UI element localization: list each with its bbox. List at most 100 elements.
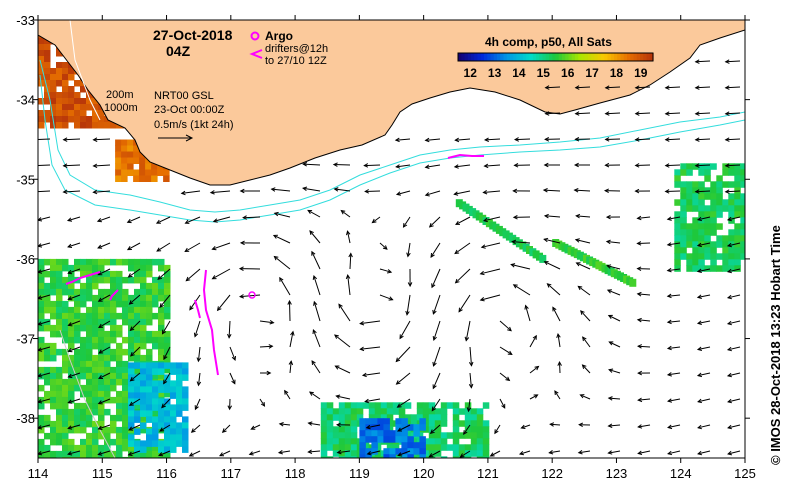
- current-vector: [636, 291, 651, 297]
- current-vector: [726, 242, 741, 248]
- current-vector: [637, 424, 651, 429]
- current-vector: [307, 209, 321, 218]
- current-vector: [128, 398, 141, 406]
- current-vector: [159, 424, 171, 432]
- current-vector: [371, 216, 381, 224]
- current-vector: [348, 252, 353, 270]
- current-vector: [483, 137, 501, 142]
- current-vector: [726, 346, 741, 352]
- current-vector: [667, 424, 681, 430]
- current-vector: [432, 346, 441, 367]
- current-vector: [634, 85, 651, 90]
- current-vector: [98, 320, 111, 328]
- current-vector: [38, 138, 51, 141]
- current-vector: [308, 391, 321, 400]
- colorbar-tick-label: 13: [488, 66, 502, 80]
- current-vector: [577, 449, 591, 455]
- current-vector: [332, 162, 351, 167]
- current-vector: [458, 294, 471, 313]
- current-vector: [302, 162, 321, 167]
- current-vector: [574, 111, 591, 116]
- current-vector: [127, 450, 141, 456]
- current-vector: [636, 317, 651, 323]
- current-vector: [67, 242, 81, 248]
- current-vector: [511, 239, 531, 245]
- current-vector: [543, 261, 561, 270]
- current-vector: [468, 346, 474, 367]
- current-vector: [67, 320, 81, 327]
- current-vector: [239, 240, 261, 246]
- current-vector: [92, 163, 111, 169]
- current-vector: [459, 450, 471, 458]
- current-vector: [394, 137, 411, 143]
- current-vector: [395, 190, 411, 196]
- current-vector: [573, 188, 591, 193]
- current-vector: [157, 268, 171, 281]
- current-vector: [544, 85, 561, 90]
- colorbar-tick-label: 18: [610, 66, 624, 80]
- current-vector: [664, 111, 681, 116]
- current-vector: [364, 189, 381, 194]
- current-vector: [396, 398, 411, 408]
- x-tick-label: 121: [477, 466, 499, 481]
- current-vector: [229, 372, 236, 385]
- current-vector: [163, 372, 171, 385]
- current-vector: [696, 294, 711, 299]
- current-vector: [694, 163, 711, 168]
- current-vector: [424, 190, 441, 197]
- current-vector: [604, 111, 621, 116]
- current-vector: [524, 304, 531, 322]
- current-vector: [453, 190, 471, 196]
- current-vector: [726, 216, 741, 222]
- current-vector: [468, 372, 474, 389]
- current-vector: [62, 189, 81, 195]
- current-vector: [38, 190, 51, 193]
- current-vector: [334, 365, 351, 374]
- current-vector: [97, 424, 111, 430]
- current-vector: [67, 346, 81, 353]
- sst-patch-south-green: [320, 402, 490, 458]
- current-vector: [604, 137, 621, 142]
- current-vector: [575, 213, 591, 219]
- current-vector: [607, 314, 621, 322]
- current-vector: [129, 320, 141, 332]
- current-vector: [428, 216, 441, 228]
- current-vector: [185, 268, 201, 282]
- current-vector: [664, 189, 681, 194]
- current-vector: [209, 190, 231, 195]
- current-vector: [395, 372, 411, 385]
- current-vector: [395, 164, 411, 169]
- current-vector: [724, 111, 741, 116]
- current-vector: [159, 294, 171, 308]
- current-vector: [634, 163, 651, 168]
- current-vector: [211, 242, 231, 251]
- current-vector: [428, 450, 441, 458]
- current-vector: [129, 372, 141, 382]
- current-vector: [193, 320, 201, 338]
- current-vector: [312, 274, 321, 296]
- current-vector: [608, 368, 621, 374]
- current-vector: [454, 242, 471, 255]
- current-vector: [289, 330, 295, 348]
- current-vector: [92, 189, 111, 195]
- x-tick-label: 116: [156, 466, 177, 481]
- current-vector: [397, 450, 411, 457]
- current-vector: [379, 268, 393, 274]
- current-vector: [637, 397, 651, 403]
- current-vector: [62, 163, 81, 168]
- current-vector: [636, 215, 651, 221]
- current-vector: [529, 394, 539, 400]
- current-vector: [696, 268, 711, 273]
- x-tick-label: 125: [734, 466, 756, 481]
- current-vector: [161, 398, 171, 409]
- current-vector: [453, 164, 471, 169]
- current-vector: [666, 319, 681, 325]
- current-vector: [529, 334, 537, 348]
- current-vector: [697, 424, 711, 430]
- current-vector: [578, 422, 591, 428]
- current-vector: [334, 334, 351, 348]
- current-vector: [312, 328, 321, 348]
- current-vector: [637, 370, 651, 376]
- colorbar-tick-label: 17: [585, 66, 599, 80]
- sst-patch-sw-cyan: [128, 362, 189, 453]
